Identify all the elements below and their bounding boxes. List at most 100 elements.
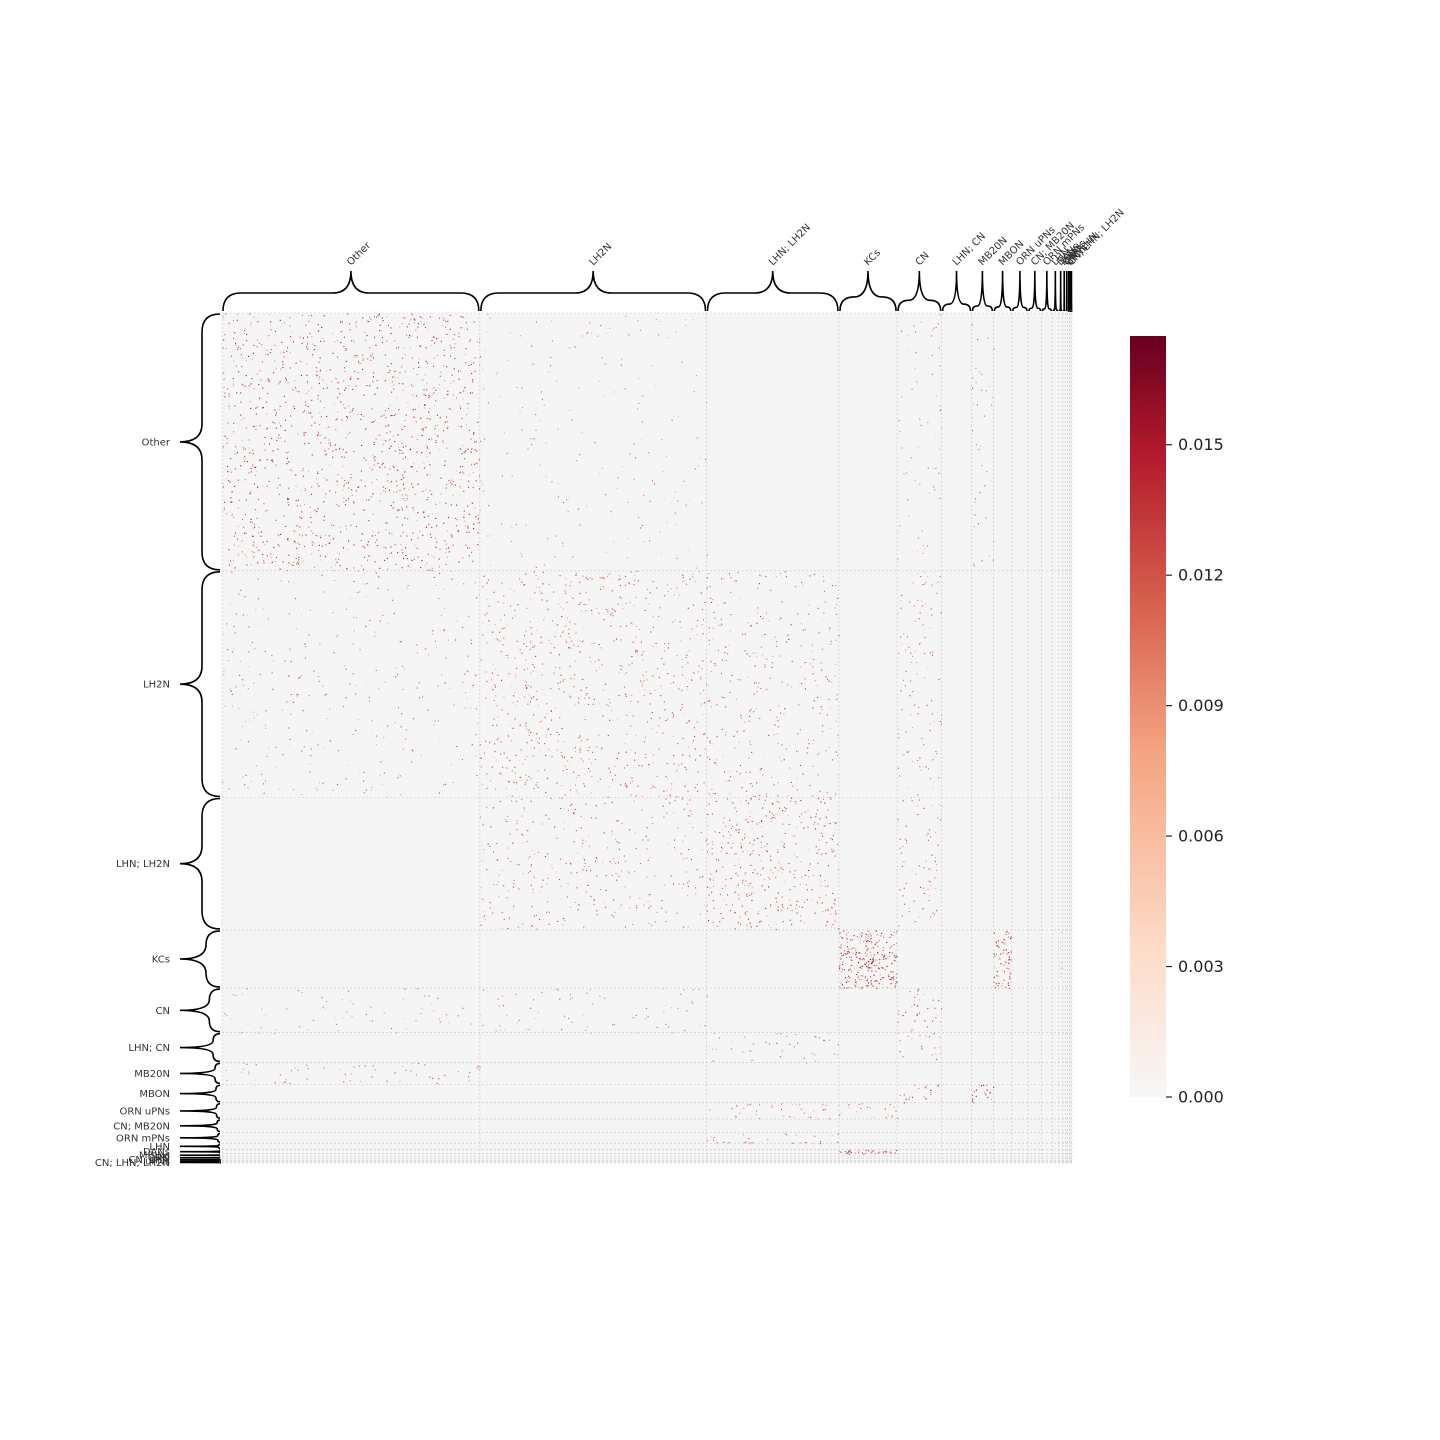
heatmap-cell (470, 643, 472, 645)
heatmap-cell (570, 677, 572, 680)
heatmap-cell (425, 444, 427, 446)
heatmap-cell (395, 480, 397, 482)
heatmap-cell (993, 348, 995, 350)
heatmap-cell (708, 803, 710, 805)
heatmap-cell (400, 366, 402, 368)
heatmap-cell (734, 864, 736, 867)
heatmap-cell (489, 743, 491, 745)
heatmap-cell (735, 810, 738, 813)
heatmap-cell (872, 985, 874, 987)
heatmap-cell (353, 502, 355, 504)
heatmap-cell (595, 860, 597, 862)
heatmap-cell (831, 907, 833, 909)
heatmap-cell (371, 1020, 374, 1022)
heatmap-cell (263, 560, 265, 562)
heatmap-cell (426, 362, 428, 364)
heatmap-cell (532, 821, 534, 823)
heatmap-cell (656, 668, 659, 670)
heatmap-cell (626, 764, 628, 766)
heatmap-cell (618, 672, 620, 674)
heatmap-cell (712, 921, 714, 924)
heatmap-cell (560, 807, 562, 810)
heatmap-cell (873, 954, 875, 956)
heatmap-cell (784, 708, 786, 710)
heatmap-cell (935, 877, 937, 879)
heatmap-cell (673, 763, 675, 765)
heatmap-cell (608, 698, 610, 700)
heatmap-cell (654, 875, 656, 877)
heatmap-cell (817, 753, 819, 756)
heatmap-cell (689, 755, 691, 757)
heatmap-cell (839, 967, 841, 969)
heatmap-cell (522, 763, 524, 765)
heatmap-cell (582, 639, 585, 642)
heatmap-cell (443, 442, 445, 444)
heatmap-cell (445, 543, 447, 545)
heatmap-cell (717, 604, 719, 606)
heatmap-cell (583, 866, 585, 868)
heatmap-cell (302, 475, 305, 477)
heatmap-cell (734, 891, 736, 893)
heatmap-cell (1003, 964, 1005, 966)
heatmap-cell (497, 998, 499, 1000)
heatmap-cell (446, 484, 448, 486)
heatmap-cell (336, 635, 338, 638)
heatmap-cell (390, 445, 392, 447)
heatmap-cell (413, 509, 415, 511)
heatmap-cell (858, 986, 860, 988)
heatmap-cell (792, 1142, 794, 1144)
heatmap-cell (245, 427, 247, 429)
heatmap-cell (416, 988, 419, 990)
heatmap-cell (251, 535, 253, 537)
heatmap-cell (422, 696, 424, 698)
heatmap-cell (419, 417, 421, 419)
heatmap-cell (536, 741, 538, 743)
heatmap-cell (367, 541, 369, 543)
heatmap-cell (751, 886, 753, 889)
heatmap-cell (471, 448, 473, 450)
heatmap-cell (999, 949, 1001, 951)
heatmap-cell (884, 969, 886, 971)
heatmap-cell (341, 419, 343, 421)
heatmap-cell (929, 652, 931, 654)
heatmap-cell (593, 898, 595, 900)
heatmap-cell (489, 845, 491, 847)
heatmap-cell (711, 853, 713, 855)
heatmap-cell (533, 714, 535, 716)
heatmap-cell (589, 770, 591, 772)
heatmap-cell (251, 551, 253, 553)
heatmap-cell (894, 1152, 896, 1154)
heatmap-cell (323, 477, 325, 479)
heatmap-cell (261, 361, 263, 363)
heatmap-cell (496, 884, 498, 886)
heatmap-cell (569, 998, 571, 1000)
heatmap-cell (317, 395, 319, 397)
heatmap-cell (807, 739, 810, 741)
heatmap-cell (386, 557, 388, 559)
heatmap-cell (486, 680, 488, 682)
heatmap-cell (459, 405, 461, 407)
heatmap-cell (419, 530, 421, 532)
heatmap-cell (463, 490, 465, 492)
heatmap-cell (391, 391, 393, 393)
heatmap-cell (821, 902, 823, 904)
heatmap-cell (296, 563, 298, 565)
heatmap-cell (914, 921, 916, 923)
heatmap-cell (279, 568, 281, 570)
heatmap-cell (801, 906, 803, 908)
heatmap-cell (809, 575, 811, 577)
heatmap-cell (353, 341, 355, 343)
heatmap-cell (230, 497, 232, 499)
heatmap-cell (465, 544, 467, 546)
heatmap-cell (865, 1149, 867, 1151)
heatmap-cell (920, 769, 922, 771)
heatmap-cell (400, 726, 402, 728)
heatmap-cell (560, 674, 562, 676)
heatmap-cell (477, 544, 479, 546)
heatmap-cell (501, 709, 503, 711)
heatmap-cell (764, 666, 766, 668)
heatmap-cell (630, 794, 632, 796)
heatmap-cell (401, 507, 403, 509)
heatmap-cell (748, 1138, 750, 1140)
heatmap-cell (249, 313, 251, 315)
